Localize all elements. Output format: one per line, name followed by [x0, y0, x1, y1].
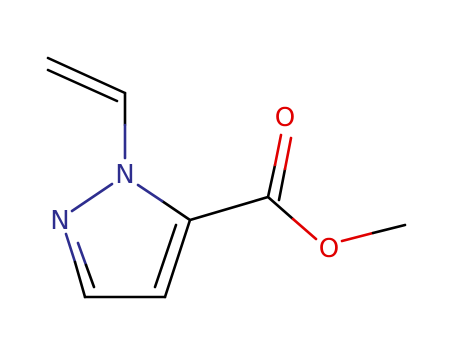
bond	[340, 231, 375, 243]
bond	[163, 218, 192, 299]
bond	[160, 199, 192, 222]
bond	[188, 195, 270, 222]
bond	[291, 217, 318, 241]
bond	[76, 241, 88, 267]
bond	[46, 56, 127, 95]
atom-label: O	[319, 234, 339, 264]
bond	[70, 182, 114, 213]
bonds	[46, 56, 407, 299]
atom-label: O	[275, 103, 295, 133]
bond	[273, 133, 283, 167]
bond	[136, 183, 164, 203]
bond	[64, 232, 77, 264]
bond	[371, 223, 407, 235]
bond	[46, 68, 119, 103]
atom-label: N	[50, 206, 69, 236]
atom-label: N	[115, 160, 134, 190]
bond	[153, 223, 178, 289]
bond	[277, 167, 287, 202]
bond	[283, 136, 293, 171]
bond	[73, 260, 87, 299]
bond	[266, 195, 295, 221]
bond	[84, 263, 96, 289]
bond	[266, 163, 277, 199]
